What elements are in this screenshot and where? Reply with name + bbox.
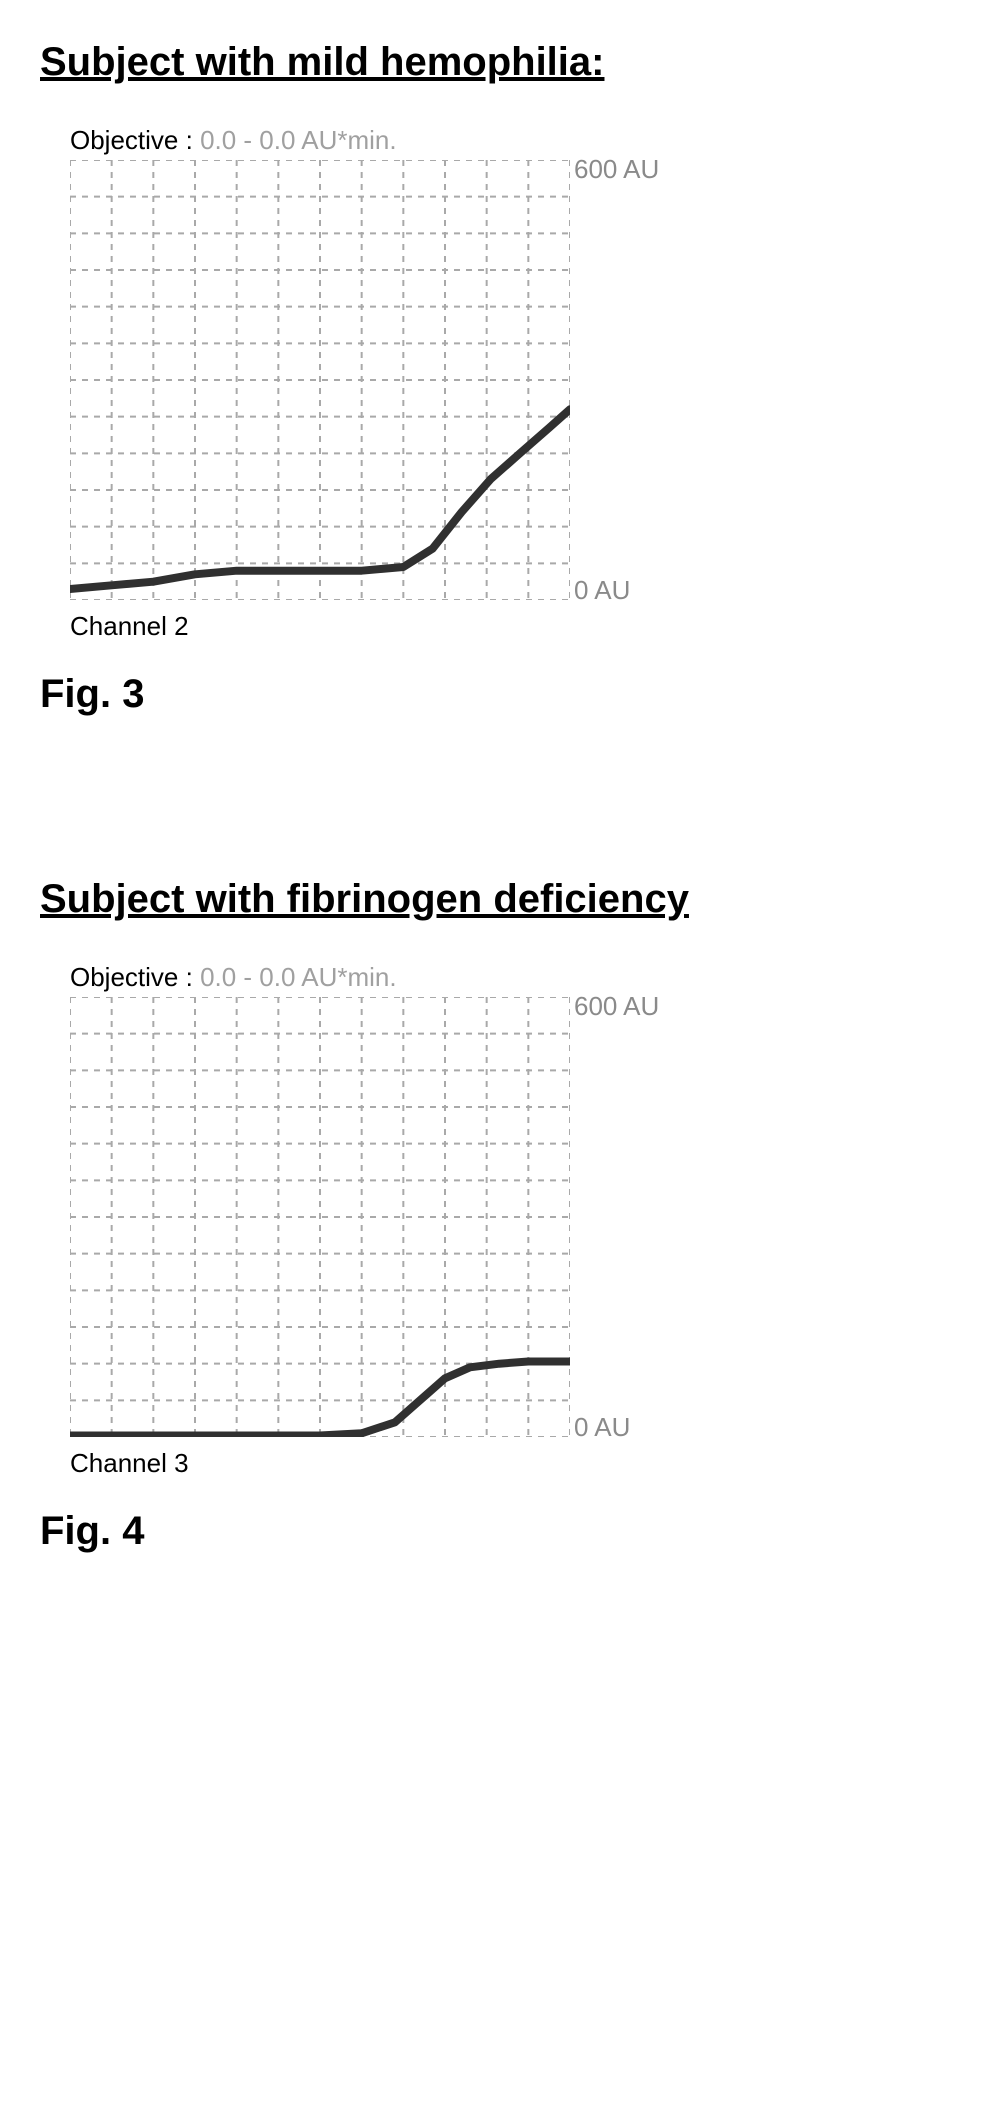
section-title: Subject with mild hemophilia: [40, 40, 946, 85]
channel-label: Channel 3 [70, 1448, 946, 1479]
chart-svg [70, 997, 570, 1437]
section-title: Subject with fibrinogen deficiency [40, 877, 946, 922]
chart-plot: 600 AU0 AU [70, 997, 570, 1437]
objective-line: Objective : 0.0 - 0.0 AU*min. [70, 125, 946, 156]
y-axis-max-label: 600 AU [574, 991, 659, 1022]
y-axis-max-label: 600 AU [574, 154, 659, 185]
chart-block: Objective : 0.0 - 0.0 AU*min.600 AU0 AUC… [70, 125, 946, 642]
objective-value: 0.0 - 0.0 AU*min. [200, 125, 397, 155]
y-axis-min-label: 0 AU [574, 575, 630, 606]
chart-plot: 600 AU0 AU [70, 160, 570, 600]
figure-label: Fig. 3 [40, 672, 946, 717]
channel-label: Channel 2 [70, 611, 946, 642]
objective-line: Objective : 0.0 - 0.0 AU*min. [70, 962, 946, 993]
objective-label: Objective : [70, 962, 193, 992]
objective-label: Objective : [70, 125, 193, 155]
objective-value: 0.0 - 0.0 AU*min. [200, 962, 397, 992]
chart-svg [70, 160, 570, 600]
chart-block: Objective : 0.0 - 0.0 AU*min.600 AU0 AUC… [70, 962, 946, 1479]
y-axis-min-label: 0 AU [574, 1412, 630, 1443]
figure-label: Fig. 4 [40, 1509, 946, 1554]
